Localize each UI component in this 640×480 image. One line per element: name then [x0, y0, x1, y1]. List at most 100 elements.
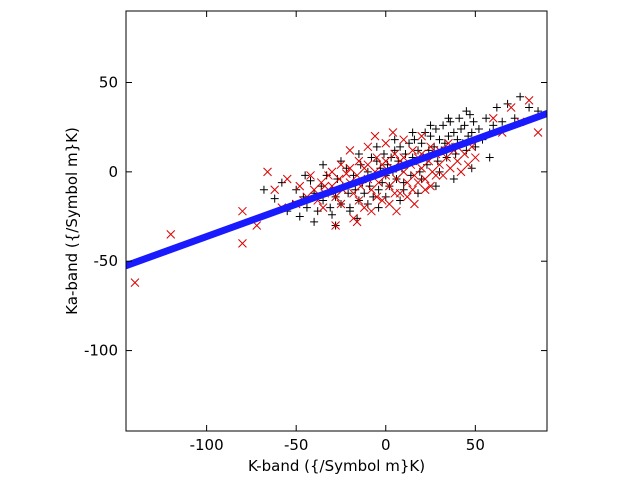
scatter-point-black — [336, 157, 345, 166]
scatter-point-black — [367, 153, 376, 162]
scatter-point-black — [353, 214, 362, 223]
scatter-point-black — [351, 185, 360, 194]
scatter-point-red — [533, 128, 543, 137]
scatter-point-red — [363, 142, 373, 152]
scatter-point-black — [446, 117, 455, 126]
scatter-point-red — [238, 206, 247, 216]
scatter-point-black — [302, 203, 311, 212]
scatter-point-black — [313, 207, 322, 216]
x-tick-label: 0 — [381, 436, 391, 454]
scatter-point-red — [270, 185, 280, 195]
scatter-point-red — [318, 203, 328, 212]
scatter-point-red — [130, 278, 140, 288]
scatter-point-black — [372, 142, 381, 151]
scatter-point-black — [449, 128, 458, 137]
scatter-point-red — [354, 196, 364, 205]
plot-frame — [125, 10, 548, 432]
scatter-point-red — [381, 138, 391, 148]
scatter-point-black — [431, 182, 440, 191]
scatter-point-black — [415, 167, 424, 176]
scatter-point-red — [306, 171, 315, 180]
scatter-point-black — [471, 142, 480, 151]
scatter-point-black — [342, 164, 351, 173]
scatter-point-red — [417, 131, 426, 141]
scatter-point-red — [367, 206, 376, 216]
y-tick-label: 0 — [108, 163, 118, 181]
scatter-point-red — [408, 185, 417, 195]
scatter-point-black — [435, 135, 444, 144]
scatter-point-black — [306, 176, 315, 185]
y-tick-label: 50 — [99, 73, 118, 91]
scatter-point-black — [525, 103, 534, 112]
scatter-point-red — [445, 163, 455, 173]
scatter-point-black — [489, 121, 498, 130]
scatter-point-black — [444, 132, 453, 141]
scatter-point-black — [319, 160, 328, 169]
scatter-point-red — [399, 135, 409, 145]
scatter-point-red — [420, 185, 430, 195]
scatter-point-black — [344, 189, 353, 198]
scatter-point-red — [320, 181, 330, 191]
y-axis-label: Ka-band ({/Symbol m}K) — [63, 127, 81, 315]
scatter-point-black — [333, 175, 342, 183]
scatter-point-red — [263, 167, 272, 177]
scatter-point-black — [369, 192, 378, 201]
scatter-point-black — [449, 175, 458, 183]
scatter-point-black — [277, 178, 286, 187]
scatter-point-red — [402, 178, 412, 187]
scatter-point-black — [317, 182, 326, 191]
scatter-point-black — [401, 149, 410, 158]
scatter-point-black — [431, 124, 440, 133]
scatter-point-black — [440, 139, 449, 148]
scatter-point-red — [238, 238, 247, 248]
scatter-point-black — [259, 185, 268, 194]
scatter-point-black — [462, 107, 471, 116]
scatter-point-red — [463, 160, 473, 170]
scatter-point-black — [460, 121, 469, 130]
scatter-point-black — [410, 135, 419, 144]
scatter-point-black — [462, 146, 471, 155]
scatter-point-red — [392, 206, 401, 216]
scatter-point-black — [457, 124, 466, 133]
scatter-point-black — [465, 110, 474, 119]
x-tick-label: -50 — [284, 436, 309, 454]
scatter-point-black — [492, 103, 501, 112]
scatter-point-red — [352, 217, 362, 227]
scatter-point-black — [295, 212, 304, 221]
scatter-point-black — [467, 128, 476, 137]
scatter-point-red — [426, 142, 435, 152]
scatter-point-red — [395, 188, 405, 198]
scatter-point-black — [372, 157, 381, 166]
scatter-point-red — [488, 113, 498, 123]
scatter-point-red — [384, 199, 394, 209]
scatter-point-black — [390, 146, 399, 155]
scatter-point-black — [374, 203, 383, 212]
scatter-point-black — [360, 189, 369, 198]
scatter-point-red — [367, 185, 376, 195]
scatter-point-red — [341, 169, 351, 178]
scatter-point-red — [372, 153, 382, 162]
scatter-point-black — [328, 210, 337, 219]
scatter-point-black — [426, 132, 435, 141]
scatter-point-black — [365, 182, 374, 191]
scatter-point-black — [455, 114, 464, 123]
scatter-point-black — [430, 142, 439, 151]
scatter-point-red — [524, 96, 534, 105]
scatter-point-red — [282, 174, 292, 184]
scatter-point-red — [374, 178, 383, 187]
scatter-point-red — [426, 181, 435, 191]
scatter-point-black — [408, 128, 417, 137]
y-tick-label: -100 — [84, 342, 118, 360]
scatter-point-black — [379, 149, 388, 158]
scatter-point-black — [422, 160, 431, 169]
x-axis-label: K-band ({/Symbol m}K) — [248, 457, 425, 475]
scatter-point-red — [410, 171, 419, 180]
scatter-point-black — [378, 178, 387, 187]
scatter-point-red — [456, 167, 466, 177]
scatter-point-red — [435, 160, 444, 170]
scatter-point-red — [363, 160, 373, 170]
scatter-point-black — [399, 178, 408, 187]
scatter-point-red — [336, 199, 346, 209]
scatter-point-black — [354, 149, 363, 158]
